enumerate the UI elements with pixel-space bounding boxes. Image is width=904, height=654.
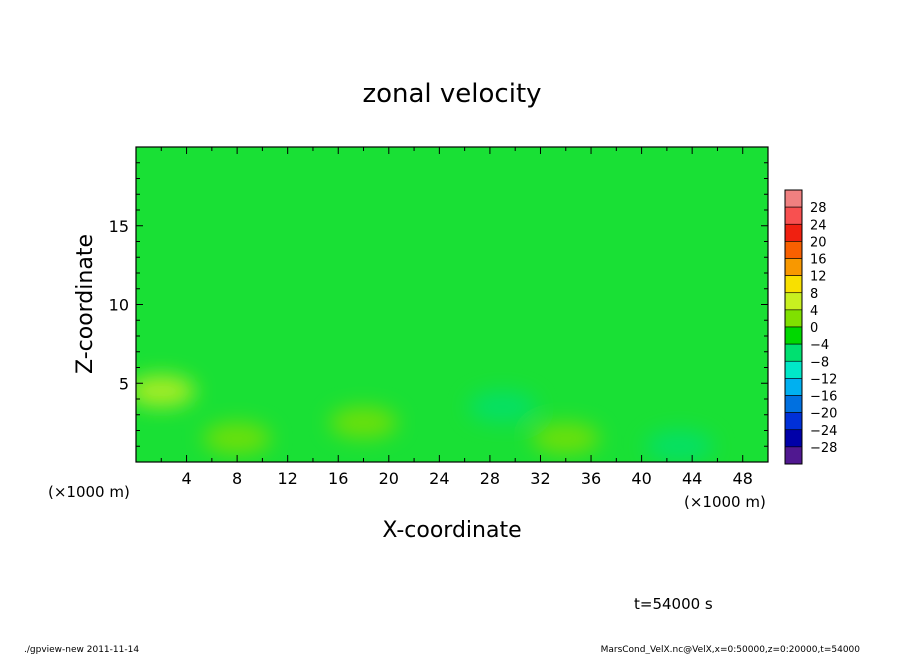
colorbar-frame bbox=[784, 189, 803, 465]
colorbar-swatch bbox=[784, 326, 803, 345]
colorbar-label: −16 bbox=[810, 390, 837, 405]
y-tick-label: 15 bbox=[109, 217, 129, 236]
colorbar-label: −20 bbox=[810, 407, 837, 422]
colorbar-swatch bbox=[784, 395, 803, 413]
heatmap-feature bbox=[531, 422, 600, 455]
x-tick-label: 8 bbox=[232, 469, 242, 488]
colorbar-label: 28 bbox=[810, 201, 827, 216]
colorbar-label: 16 bbox=[810, 253, 827, 268]
colorbar-label: 8 bbox=[810, 287, 818, 302]
colorbar-label: −28 bbox=[810, 441, 837, 456]
footer-left: ./gpview-new 2011-11-14 bbox=[24, 645, 139, 654]
y-tick-label: 5 bbox=[119, 374, 129, 393]
colorbar-label: −8 bbox=[810, 355, 829, 370]
time-label: t=54000 s bbox=[634, 595, 713, 613]
colorbar-swatch bbox=[784, 292, 803, 311]
y-axis-ticks: 5 10 15 bbox=[109, 162, 768, 447]
x-tick-label: 28 bbox=[480, 469, 500, 488]
colorbar-swatch bbox=[784, 360, 803, 379]
heatmap-feature bbox=[136, 375, 196, 408]
heatmap-feature bbox=[468, 390, 537, 423]
colorbar-swatch bbox=[784, 309, 803, 328]
colorbar-swatch bbox=[784, 446, 803, 465]
colorbar-swatch bbox=[784, 223, 803, 242]
x-axis-unit-left: (×1000 m) bbox=[48, 483, 130, 501]
colorbar-label: 24 bbox=[810, 218, 827, 233]
heatmap-feature bbox=[203, 422, 272, 455]
heatmap-background bbox=[136, 147, 768, 462]
colorbar-label: −4 bbox=[810, 338, 829, 353]
colorbar-swatch bbox=[784, 258, 803, 276]
colorbar-swatch bbox=[784, 378, 803, 396]
heatmap-feature bbox=[329, 406, 398, 439]
x-axis-ticks: 4 8 12 16 20 24 28 32 36 40 44 48 bbox=[160, 147, 753, 488]
footer-right: MarsCond_VelX.nc@VelX,x=0:50000,z=0:2000… bbox=[601, 645, 861, 654]
x-axis-unit-right: (×1000 m) bbox=[684, 493, 766, 511]
colorbar-label: 0 bbox=[810, 321, 818, 336]
x-axis-label: X-coordinate bbox=[382, 518, 521, 543]
colorbar-swatch bbox=[784, 241, 803, 259]
colorbar-swatch bbox=[784, 275, 803, 294]
heatmap-feature bbox=[645, 430, 714, 462]
y-axis-label: Z-coordinate bbox=[73, 234, 98, 374]
colorbar-swatch bbox=[784, 412, 803, 431]
x-tick-label: 40 bbox=[631, 469, 651, 488]
plot-area bbox=[136, 147, 768, 462]
x-tick-label: 4 bbox=[181, 469, 191, 488]
colorbar-label: 20 bbox=[810, 235, 827, 250]
x-tick-label: 24 bbox=[429, 469, 449, 488]
colorbar-swatch bbox=[784, 343, 803, 362]
x-tick-label: 48 bbox=[733, 469, 753, 488]
y-tick-label: 10 bbox=[109, 296, 129, 315]
colorbar-label: 12 bbox=[810, 270, 827, 285]
colorbar-label: −12 bbox=[810, 372, 837, 387]
colorbar-label: −24 bbox=[810, 424, 837, 439]
x-tick-label: 36 bbox=[581, 469, 601, 488]
colorbar-swatch bbox=[784, 429, 803, 448]
chart-title: zonal velocity bbox=[362, 79, 541, 109]
x-tick-label: 16 bbox=[328, 469, 348, 488]
x-tick-label: 32 bbox=[530, 469, 550, 488]
x-tick-label: 44 bbox=[682, 469, 702, 488]
colorbar-swatch bbox=[784, 189, 803, 208]
heatmap-features bbox=[136, 375, 714, 462]
colorbar-swatch bbox=[784, 206, 803, 225]
colorbar-label: 4 bbox=[810, 304, 818, 319]
x-tick-label: 12 bbox=[278, 469, 298, 488]
colorbar: 28 24 20 16 12 8 4 0 −4 −8 −12 −16 −20 −24 −28 bbox=[784, 189, 837, 465]
x-tick-label: 20 bbox=[379, 469, 399, 488]
